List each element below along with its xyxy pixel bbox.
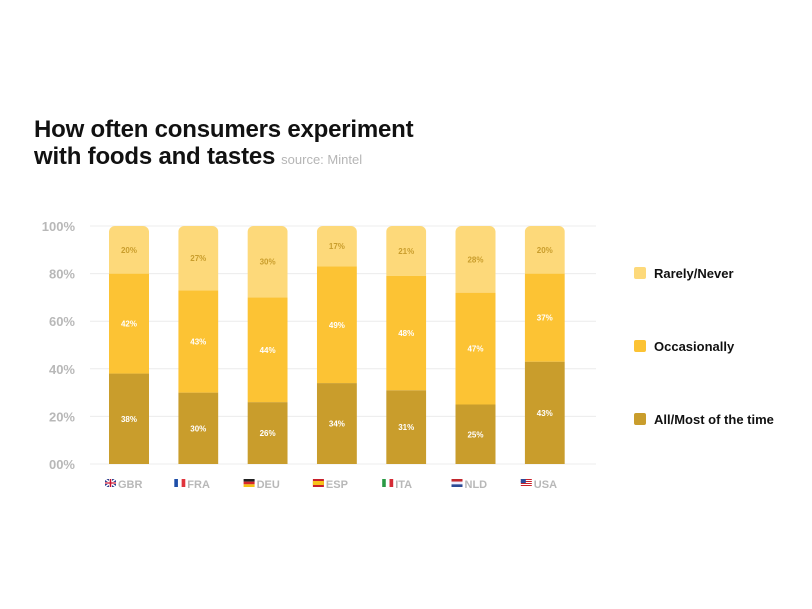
title-line-1: How often consumers experiment — [34, 116, 414, 143]
bar-group-fra: 30% 43% 27% — [178, 226, 219, 464]
bar-segment — [386, 226, 427, 276]
legend-item: Rarely/Never — [634, 266, 734, 281]
x-tick-label: GBR — [118, 479, 143, 491]
x-axis-labels: GBR FRA DEU ESP ITA NLD USA — [104, 478, 557, 491]
legend-label: Rarely/Never — [654, 266, 734, 281]
flag-it-icon — [382, 479, 394, 487]
data-label: 26% — [260, 429, 276, 438]
data-label: 20% — [121, 246, 137, 255]
legend-label: All/Most of the time — [654, 412, 774, 427]
bar-segment — [109, 373, 149, 464]
legend-item: All/Most of the time — [634, 412, 774, 427]
data-label: 27% — [190, 254, 206, 263]
legend-swatch — [634, 267, 646, 279]
bar-segment — [455, 226, 496, 293]
data-label: 28% — [467, 255, 483, 264]
title-line-2-text: with foods and tastes — [34, 143, 276, 170]
bar-segment — [316, 266, 357, 384]
legend-swatch — [634, 413, 646, 425]
flag-us-icon — [520, 479, 532, 487]
data-label: 34% — [329, 420, 345, 429]
title-line-2: with foods and tastes source: Mintel — [34, 143, 413, 173]
x-tick-label: USA — [534, 479, 557, 491]
bar-segment — [386, 390, 427, 464]
flag-es-icon — [312, 479, 324, 487]
x-tick-label: DEU — [257, 479, 280, 491]
flag-gb-icon — [104, 478, 117, 488]
bar-segment — [455, 404, 496, 464]
bar-segment — [178, 226, 219, 291]
bar-segment — [247, 226, 288, 298]
bar-group-esp: 34% 49% 17% — [316, 226, 357, 464]
y-tick-label: 80% — [49, 267, 75, 282]
flag-fr-icon — [174, 479, 186, 487]
y-axis-ticks: 00% 20% 40% 60% 80% 100% — [42, 219, 76, 472]
bar-segment — [524, 273, 565, 362]
bar-group-deu: 26% 44% 30% — [247, 226, 288, 464]
bar-group-ita: 31% 48% 21% — [386, 226, 427, 464]
data-label: 44% — [260, 346, 276, 355]
flag-nl-icon — [451, 479, 463, 487]
bar-segment — [247, 297, 288, 403]
legend-item: Occasionally — [634, 339, 735, 354]
data-label: 20% — [537, 246, 553, 255]
source-label: source: Mintel — [281, 152, 363, 167]
data-label: 30% — [190, 424, 206, 433]
data-label: 42% — [121, 320, 137, 329]
y-tick-label: 40% — [49, 362, 75, 377]
data-label: 17% — [329, 242, 345, 251]
flag-de-icon — [243, 479, 255, 487]
data-label: 30% — [260, 258, 276, 267]
bar-segment — [455, 292, 496, 405]
data-label: 48% — [398, 329, 414, 338]
x-tick-label: NLD — [465, 479, 488, 491]
data-label: 49% — [329, 321, 345, 330]
bar-segment — [316, 383, 357, 464]
bar-group-nld: 25% 47% 28% — [455, 226, 496, 464]
bars: 38% 42% 20% 30% 43% 27% 26% 44% 30% 34% 49% 17% 31% 4… — [109, 226, 565, 464]
data-label: 21% — [398, 247, 414, 256]
legend: Rarely/Never Occasionally All/Most of the … — [634, 266, 774, 427]
x-tick-label: ESP — [326, 479, 348, 491]
y-tick-label: 100% — [42, 219, 76, 234]
bar-segment — [178, 392, 219, 464]
bar-segment — [524, 361, 565, 464]
data-label: 47% — [467, 345, 483, 354]
data-label: 43% — [537, 409, 553, 418]
y-tick-label: 60% — [49, 314, 75, 329]
bar-segment — [109, 226, 149, 274]
chart-title: How often consumers experiment with food… — [34, 116, 414, 173]
data-label: 37% — [537, 314, 553, 323]
bar-segment — [524, 226, 565, 274]
x-tick-label: ITA — [395, 479, 412, 491]
y-tick-label: 00% — [49, 457, 75, 472]
data-label: 31% — [398, 423, 414, 432]
x-tick-label: FRA — [187, 479, 210, 491]
legend-label: Occasionally — [654, 339, 735, 354]
bar-group-usa: 43% 37% 20% — [524, 226, 565, 464]
bar-segment — [109, 273, 149, 374]
bar-segment — [178, 290, 219, 393]
y-tick-label: 20% — [49, 409, 75, 424]
bar-segment — [316, 226, 357, 267]
legend-swatch — [634, 340, 646, 352]
data-label: 38% — [121, 415, 137, 424]
bar-segment — [247, 402, 288, 464]
data-label: 25% — [467, 430, 483, 439]
bar-segment — [386, 275, 427, 391]
data-label: 43% — [190, 337, 206, 346]
bar-group-gbr: 38% 42% 20% — [109, 226, 149, 464]
